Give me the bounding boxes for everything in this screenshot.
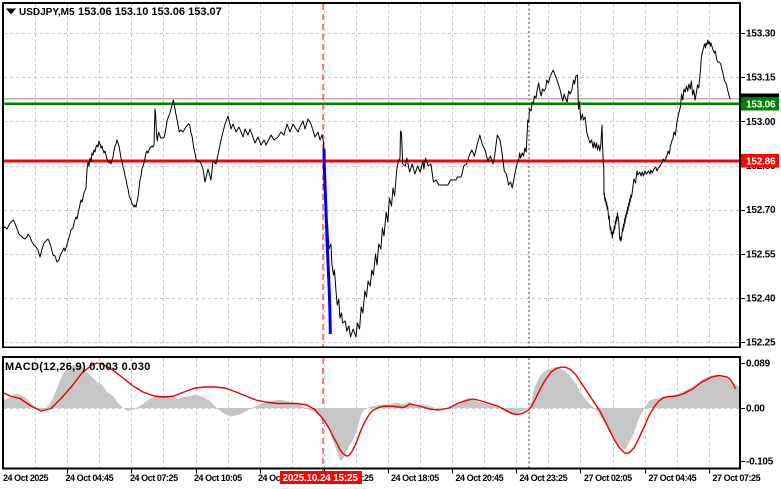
svg-text:24 Oct 07:25: 24 Oct 07:25 — [130, 473, 178, 483]
svg-text:2025.10.24 15:25: 2025.10.24 15:25 — [283, 473, 359, 484]
svg-text:153.06: 153.06 — [746, 100, 776, 111]
svg-text:153.15: 153.15 — [746, 73, 776, 84]
svg-text:152.86: 152.86 — [746, 157, 776, 168]
svg-text:153.06 153.10 153.06 153.07: 153.06 153.10 153.06 153.07 — [78, 6, 222, 18]
svg-text:152.55: 152.55 — [746, 249, 776, 260]
svg-text:27 Oct 04:45: 27 Oct 04:45 — [649, 473, 697, 483]
svg-text:153.00: 153.00 — [746, 117, 776, 128]
svg-text:24 Oct 10:05: 24 Oct 10:05 — [194, 473, 242, 483]
svg-text:24 Oct 20:45: 24 Oct 20:45 — [456, 473, 504, 483]
svg-text:0.089: 0.089 — [746, 359, 771, 370]
svg-text:152.25: 152.25 — [746, 338, 776, 349]
svg-text:24 Oct 18:05: 24 Oct 18:05 — [391, 473, 439, 483]
svg-text:24 Oct 2025: 24 Oct 2025 — [3, 473, 49, 483]
svg-text:152.70: 152.70 — [746, 205, 776, 216]
svg-text:MACD(12,26,9) 0.003 0.030: MACD(12,26,9) 0.003 0.030 — [5, 361, 151, 373]
svg-text:USDJPY,M5: USDJPY,M5 — [19, 7, 75, 18]
svg-text:0.00: 0.00 — [746, 404, 765, 415]
svg-text:24 Oct 23:25: 24 Oct 23:25 — [520, 473, 568, 483]
svg-text:24 Oct 04:45: 24 Oct 04:45 — [66, 473, 114, 483]
svg-text:152.40: 152.40 — [746, 293, 776, 304]
svg-text:-0.105: -0.105 — [746, 457, 774, 468]
svg-text:153.30: 153.30 — [746, 29, 776, 40]
svg-text:27 Oct 02:05: 27 Oct 02:05 — [584, 473, 632, 483]
svg-text:27 Oct 07:25: 27 Oct 07:25 — [713, 473, 761, 483]
